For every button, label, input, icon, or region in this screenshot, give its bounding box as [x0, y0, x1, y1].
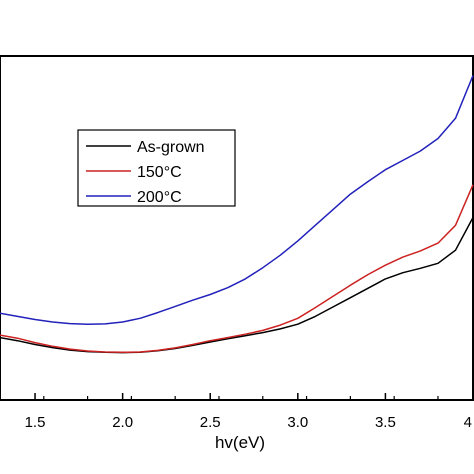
- legend-label-150c: 150°C: [137, 164, 182, 181]
- x-tick-label: 3.5: [375, 414, 396, 431]
- x-axis-title: hv(eV): [215, 433, 265, 452]
- series-line-0: [0, 217, 474, 354]
- x-axis-ticks: 1.5 2.0 2.5 3.0 3.5 4: [0, 393, 474, 431]
- legend: As-grown 150°C 200°C: [77, 129, 236, 207]
- legend-box: [77, 129, 236, 207]
- x-tick-label: 4: [464, 414, 472, 431]
- plot-frame: [0, 55, 474, 401]
- legend-label-200c: 200°C: [137, 189, 182, 206]
- x-tick-label: 3.0: [287, 414, 308, 431]
- series-layer: [0, 75, 474, 354]
- series-line-1: [0, 184, 474, 354]
- series-line-2: [0, 75, 474, 325]
- legend-label-as-grown: As-grown: [137, 139, 205, 156]
- x-tick-label: 2.0: [112, 414, 133, 431]
- x-tick-label: 1.5: [25, 414, 46, 431]
- x-tick-label: 2.5: [200, 414, 221, 431]
